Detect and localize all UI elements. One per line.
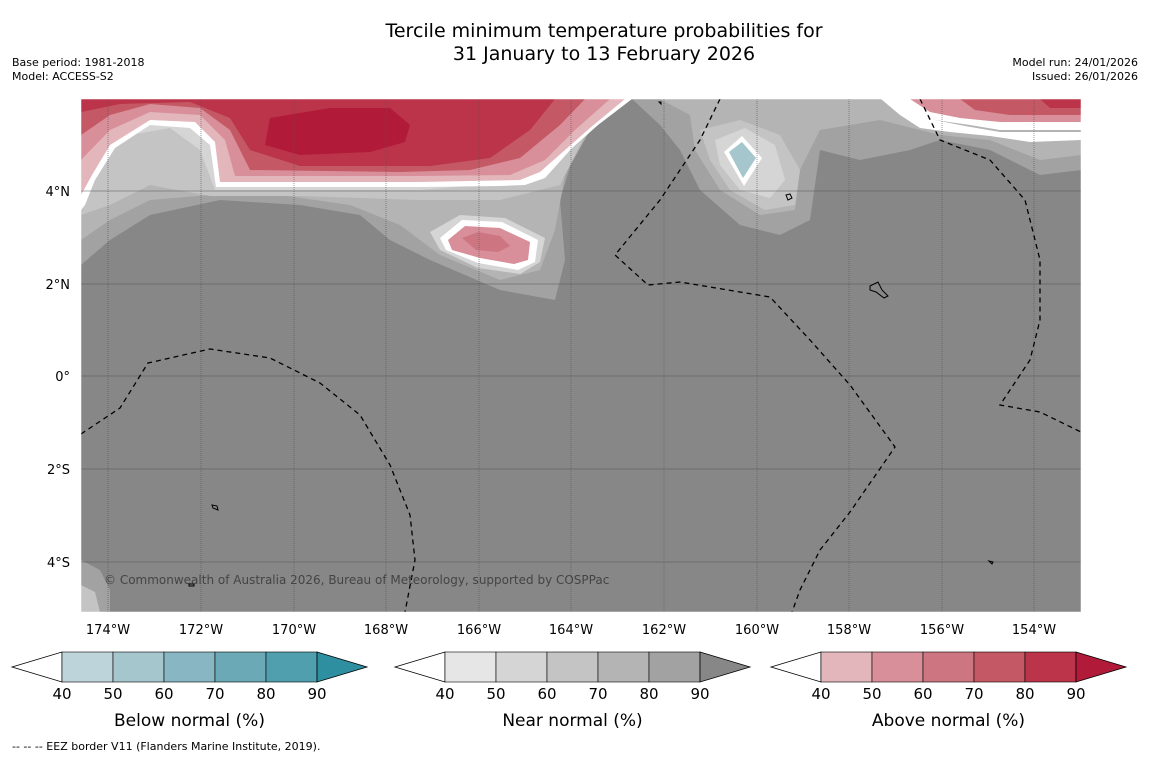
colorbar-segment [444, 651, 497, 683]
eez-note: -- -- -- EEZ border V11 (Flanders Marine… [12, 740, 321, 753]
islands [188, 101, 994, 587]
colorbar-title: Above normal (%) [872, 711, 1025, 731]
colorbar-tick-label: 70 [964, 685, 983, 703]
colorbar-segment [820, 651, 873, 683]
model-name: Model: ACCESS-S2 [12, 70, 114, 83]
below-normal-blob [729, 142, 756, 178]
colorbar-segment [61, 651, 114, 683]
colorbar-title: Near normal (%) [502, 711, 642, 731]
colorbar-tick-label: 60 [913, 685, 932, 703]
colorbar-tick-label: 40 [52, 685, 71, 703]
lon-label: 166°W [457, 623, 501, 638]
lat-label: 4°S [47, 556, 70, 571]
grid-lines [81, 99, 1081, 612]
colorbar-tick-label: 60 [537, 685, 556, 703]
colorbar-tick-label: 70 [205, 685, 224, 703]
colorbar-low-extension [769, 651, 822, 683]
lat-label: 2°N [46, 278, 71, 293]
lon-label: 164°W [549, 623, 593, 638]
above-normal-right-white [881, 99, 1081, 142]
colorbar-tick-label: 50 [862, 685, 881, 703]
title-line-1: Tercile minimum temperature probabilitie… [385, 20, 823, 42]
colorbar-tick-label: 80 [256, 685, 275, 703]
colorbar-segment [871, 651, 924, 683]
colorbar-tick-label: 60 [154, 685, 173, 703]
colorbar-high-extension [316, 651, 369, 683]
colorbar-segment [973, 651, 1026, 683]
colorbar-tick-label: 90 [690, 685, 709, 703]
lat-label: 0° [55, 370, 70, 385]
colorbar: 40 50 60 70 80 90 Below normal (%) [10, 651, 369, 731]
map-panel: © Commonwealth of Australia 2026, Bureau… [81, 99, 1081, 612]
colorbar-segment [922, 651, 975, 683]
lat-label: 2°S [47, 463, 70, 478]
colorbar-tick-label: 40 [435, 685, 454, 703]
latitude-labels: 4°N 2°N 0° 2°S 4°S [46, 185, 71, 571]
colorbar-title: Below normal (%) [114, 711, 265, 731]
lon-label: 168°W [364, 623, 408, 638]
colorbar-tick-label: 40 [811, 685, 830, 703]
lon-label: 160°W [735, 623, 779, 638]
colorbar-segment [1024, 651, 1077, 683]
colorbar-low-extension [393, 651, 446, 683]
map-frame [80, 98, 1082, 613]
colorbar-segment [648, 651, 701, 683]
colorbar-low-extension [10, 651, 63, 683]
colorbar-tick-label: 90 [1066, 685, 1085, 703]
colorbar-tick-label: 50 [486, 685, 505, 703]
eez-borders [81, 99, 1081, 612]
meta-right: Model run: 24/01/2026 Issued: 26/01/2026 [1012, 56, 1138, 84]
colorbar-high-extension [1075, 651, 1128, 683]
colorbar-segment [112, 651, 165, 683]
title-line-2: 31 January to 13 February 2026 [452, 43, 756, 65]
issued-date: Issued: 26/01/2026 [1031, 70, 1138, 83]
colorbar-tick-label: 70 [588, 685, 607, 703]
near-normal-bottom-left-light [81, 585, 100, 612]
copyright-text: © Commonwealth of Australia 2026, Bureau… [104, 573, 609, 587]
above-normal-right-80 [1040, 99, 1081, 108]
colorbar-segment [597, 651, 650, 683]
colorbar-tick-label: 50 [103, 685, 122, 703]
colorbar-segment [495, 651, 548, 683]
colorbar-high-extension [699, 651, 752, 683]
colorbar-tick-label: 80 [639, 685, 658, 703]
colorbar-segment [546, 651, 599, 683]
colorbar-segment [163, 651, 216, 683]
lon-label: 154°W [1012, 623, 1056, 638]
colorbar: 40 50 60 70 80 90 Near normal (%) [393, 651, 752, 731]
colorbar-segment [214, 651, 267, 683]
lat-label: 4°N [46, 185, 71, 200]
colorbars: 40 50 60 70 80 90 Below normal (%) 40 50 60 70 80 90… [10, 651, 1128, 731]
lon-label: 162°W [642, 623, 686, 638]
above-normal-blob-60 [462, 232, 510, 252]
map-title: Tercile minimum temperature probabilitie… [300, 20, 908, 66]
lon-label: 170°W [272, 623, 316, 638]
above-normal-90-region [265, 108, 410, 155]
colorbar-tick-label: 90 [307, 685, 326, 703]
model-run: Model run: 24/01/2026 [1012, 56, 1138, 69]
colorbar-segment [265, 651, 318, 683]
colorbar-tick-label: 80 [1015, 685, 1034, 703]
meta-left: Base period: 1981-2018 Model: ACCESS-S2 [12, 56, 144, 84]
base-period: Base period: 1981-2018 [12, 56, 145, 69]
lon-label: 174°W [86, 623, 130, 638]
lon-label: 156°W [920, 623, 964, 638]
lon-label: 158°W [827, 623, 871, 638]
colorbar: 40 50 60 70 80 90 Above normal (%) [769, 651, 1128, 731]
lon-label: 172°W [179, 623, 223, 638]
longitude-labels: 174°W 172°W 170°W 168°W 166°W 164°W 162°… [86, 623, 1056, 638]
